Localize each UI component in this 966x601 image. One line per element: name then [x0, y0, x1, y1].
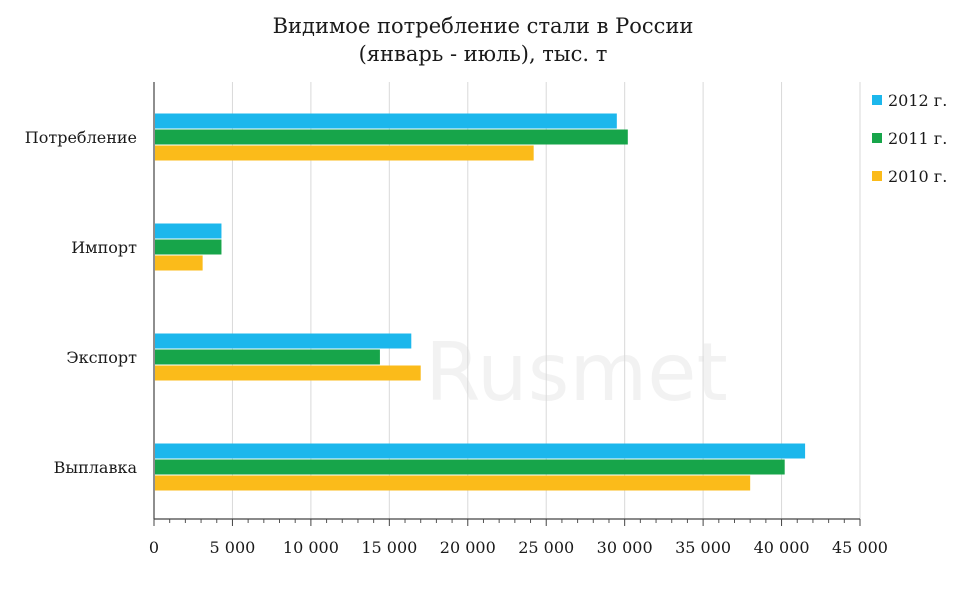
bar-2010-1	[155, 255, 203, 271]
x-tick-label-5000: 5 000	[210, 538, 256, 557]
x-tick-label-45000: 45 000	[832, 538, 888, 557]
legend-swatch-2012	[872, 95, 882, 105]
legend-label-2011: 2011 г.	[888, 128, 948, 148]
x-tick-label-10000: 10 000	[283, 538, 339, 557]
x-tick-label-30000: 30 000	[597, 538, 653, 557]
x-tick-label-20000: 20 000	[440, 538, 496, 557]
x-tick-label-35000: 35 000	[675, 538, 731, 557]
legend-item-2011: 2011 г.	[872, 128, 947, 148]
chart-title-line2: (январь - июль), тыс. т	[358, 42, 608, 66]
bar-2012-0	[155, 113, 617, 129]
bar-2012-1	[155, 223, 222, 239]
watermark: Rusmet	[425, 326, 728, 419]
chart-title: Видимое потребление стали в России (янва…	[150, 12, 816, 68]
legend-label-2012: 2012 г.	[888, 90, 948, 110]
bar-2010-2	[155, 365, 421, 381]
bar-2011-3	[155, 459, 785, 475]
category-label: Импорт	[71, 238, 137, 257]
bar-2011-1	[155, 239, 222, 255]
bar-2011-0	[155, 129, 628, 145]
x-tick-label-40000: 40 000	[754, 538, 810, 557]
bar-2012-3	[155, 443, 806, 459]
x-tick-label-0: 0	[149, 538, 159, 557]
legend-label-2010: 2010 г.	[888, 166, 948, 186]
category-label: Экспорт	[66, 348, 137, 367]
x-tick-label-15000: 15 000	[361, 538, 417, 557]
chart-title-line1: Видимое потребление стали в России	[272, 14, 694, 38]
legend: 2012 г. 2011 г. 2010 г.	[872, 90, 947, 204]
legend-item-2010: 2010 г.	[872, 166, 947, 186]
category-label: Выплавка	[54, 458, 138, 477]
category-label: Потребление	[25, 128, 137, 147]
legend-item-2012: 2012 г.	[872, 90, 947, 110]
bar-2010-0	[155, 145, 534, 161]
bar-2010-3	[155, 475, 751, 491]
legend-swatch-2010	[872, 171, 882, 181]
x-tick-label-25000: 25 000	[518, 538, 574, 557]
bar-2012-2	[155, 333, 412, 349]
legend-swatch-2011	[872, 133, 882, 143]
bar-2011-2	[155, 349, 380, 365]
